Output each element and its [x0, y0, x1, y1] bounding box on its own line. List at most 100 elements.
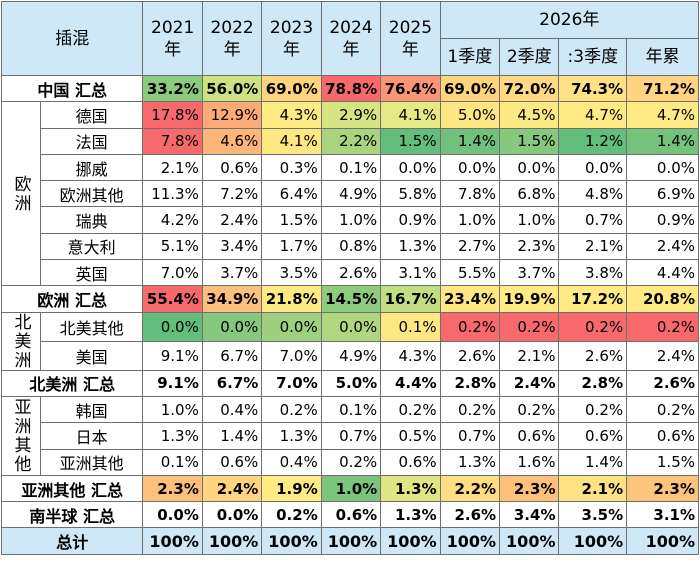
row-label: 挪威 [39, 153, 144, 182]
data-cell: 0.6% [320, 501, 382, 529]
data-cell: 20.8% [626, 285, 699, 313]
data-cell: 33.2% [142, 74, 203, 103]
data-cell: 1.0% [320, 206, 382, 234]
year-header-text: 2021 年 [151, 17, 195, 60]
data-cell: 0.0% [626, 153, 699, 182]
data-cell: 7.8% [439, 180, 501, 208]
data-cell: 2.4% [626, 340, 699, 371]
data-cell: 0.3% [261, 153, 322, 182]
data-cell: 12.9% [201, 101, 263, 129]
data-cell: 1.3% [380, 474, 441, 503]
data-cell: 0.0% [142, 501, 203, 529]
data-cell: 3.5% [558, 501, 628, 529]
data-cell: 9.1% [142, 369, 203, 397]
table-row: 亚洲其他 韩国 1.0% 0.4% 0.2% 0.1% 0.2% 0.2% 0.2% 0.2% 0.… [1, 395, 699, 476]
data-cell: 3.8% [558, 259, 628, 287]
row-label: 日本 [39, 422, 144, 450]
data-cell: 1.3% [439, 448, 501, 476]
data-cell: 2.2% [320, 127, 382, 155]
data-cell: 5.1% [142, 232, 203, 261]
region-label: 北美洲 [1, 311, 41, 371]
data-cell: 2.4% [499, 369, 560, 397]
data-cell: 0.7% [320, 422, 382, 450]
data-cell: 0.6% [201, 448, 263, 476]
data-cell: 2.6% [626, 369, 699, 397]
quarter-header: 1季度 [439, 38, 501, 76]
data-cell: 0.9% [380, 206, 441, 234]
data-cell: 0.1% [320, 153, 382, 182]
table-row: 瑞典 4.2% 2.4% 1.5% 1.0% 0.9% 1.0% 1.0% 0.7% 0.9% [2, 206, 699, 234]
data-cell: 0.9% [626, 206, 699, 234]
data-cell: 100% [439, 527, 501, 555]
data-cell: 0.7% [558, 206, 628, 234]
data-cell: 16.7% [380, 285, 441, 313]
data-cell: 4.7% [558, 101, 628, 129]
data-cell: 2.8% [439, 369, 501, 397]
row-label: 德国 [39, 101, 144, 129]
data-cell: 0.4% [261, 448, 322, 476]
row-label: 中国 汇总 [0, 74, 144, 103]
data-cell: 6.4% [261, 180, 322, 208]
data-cell: 1.2% [558, 127, 628, 155]
data-cell: 2.1% [499, 340, 560, 371]
year-header: 2022 年 [201, 1, 263, 76]
data-cell: 100% [499, 527, 560, 555]
data-cell: 5.5% [439, 259, 501, 287]
data-cell: 5.0% [439, 101, 501, 129]
share-table: 插混 2021 年 2022 年 2023 年 2024 年 2025 年 20… [0, 1, 700, 555]
table-row: 意大利 5.1% 3.4% 1.7% 0.8% 1.3% 2.7% 2.3% 2.1% 2.4% [2, 232, 699, 261]
summary-row: 欧洲 汇总 55.4% 34.9% 21.8% 14.5% 16.7% 23.4% 19.9%… [0, 285, 699, 313]
data-cell: 1.4% [558, 448, 628, 476]
data-cell: 2.6% [320, 259, 382, 287]
data-cell: 6.9% [626, 180, 699, 208]
table-row: 美国 9.1% 6.7% 7.0% 4.9% 4.3% 2.6% 2.1% 2.6% 2.4% [2, 340, 699, 371]
data-cell: 1.5% [380, 127, 441, 155]
data-cell: 0.2% [558, 395, 628, 424]
data-cell: 3.4% [499, 501, 560, 529]
data-cell: 1.3% [380, 232, 441, 261]
data-cell: 0.1% [142, 448, 203, 476]
table-row: 日本 1.3% 1.4% 1.3% 0.7% 0.5% 0.7% 0.6% 0.6% 0.6% [2, 422, 699, 450]
data-cell: 6.7% [201, 369, 263, 397]
data-cell: 7.0% [261, 340, 322, 371]
table-row: 北美洲 北美其他 0.0% 0.0% 0.0% 0.0% 0.1% 0.2% 0.2% 0.2% 0… [1, 311, 699, 371]
data-cell: 4.9% [320, 180, 382, 208]
year-header-text: 2024 年 [329, 17, 373, 60]
data-cell: 0.2% [261, 501, 322, 529]
data-cell: 1.9% [261, 474, 322, 503]
data-cell: 74.3% [558, 74, 628, 103]
summary-row: 北美洲 汇总 9.1% 6.7% 7.0% 5.0% 4.4% 2.8% 2.4% 2.8% 2.… [0, 369, 699, 397]
data-cell: 2.1% [558, 232, 628, 261]
quarter-header: 2季度 [499, 38, 560, 76]
data-cell: 2.4% [201, 206, 263, 234]
data-cell: 4.5% [499, 101, 560, 129]
data-cell: 4.1% [261, 127, 322, 155]
data-cell: 4.3% [380, 340, 441, 371]
data-cell: 2.4% [626, 232, 699, 261]
row-label: 欧洲其他 [39, 180, 144, 208]
data-cell: 4.4% [380, 369, 441, 397]
row-label: 总计 [0, 527, 144, 555]
row-label: 意大利 [39, 232, 144, 261]
data-cell: 1.3% [261, 422, 322, 450]
data-cell: 14.5% [320, 285, 382, 313]
data-cell: 71.2% [626, 74, 699, 103]
data-cell: 7.2% [201, 180, 263, 208]
data-cell: 3.5% [261, 259, 322, 287]
year-header-text: 2022 年 [210, 17, 254, 60]
summary-row: 总计 100% 100% 100% 100% 100% 100% 100% 100% 100% [0, 527, 699, 555]
year-header-text: 2025 年 [388, 17, 433, 60]
data-cell: 23.4% [439, 285, 501, 313]
corner-header: 插混 [0, 1, 144, 76]
data-cell: 1.3% [142, 422, 203, 450]
data-cell: 100% [626, 527, 699, 555]
data-cell: 2.6% [439, 501, 501, 529]
data-cell: 1.0% [439, 206, 501, 234]
data-cell: 2.3% [499, 232, 560, 261]
table-row: 欧洲其他 11.3% 7.2% 6.4% 4.9% 5.8% 7.8% 6.8% 4.8% 6.9… [2, 180, 699, 208]
data-cell: 21.8% [261, 285, 322, 313]
data-cell: 4.8% [558, 180, 628, 208]
table-row: 亚洲其他 0.1% 0.6% 0.4% 0.2% 0.6% 1.3% 1.6% 1.4% 1.5% [2, 448, 699, 476]
data-cell: 7.0% [261, 369, 322, 397]
data-cell: 1.4% [626, 127, 699, 155]
